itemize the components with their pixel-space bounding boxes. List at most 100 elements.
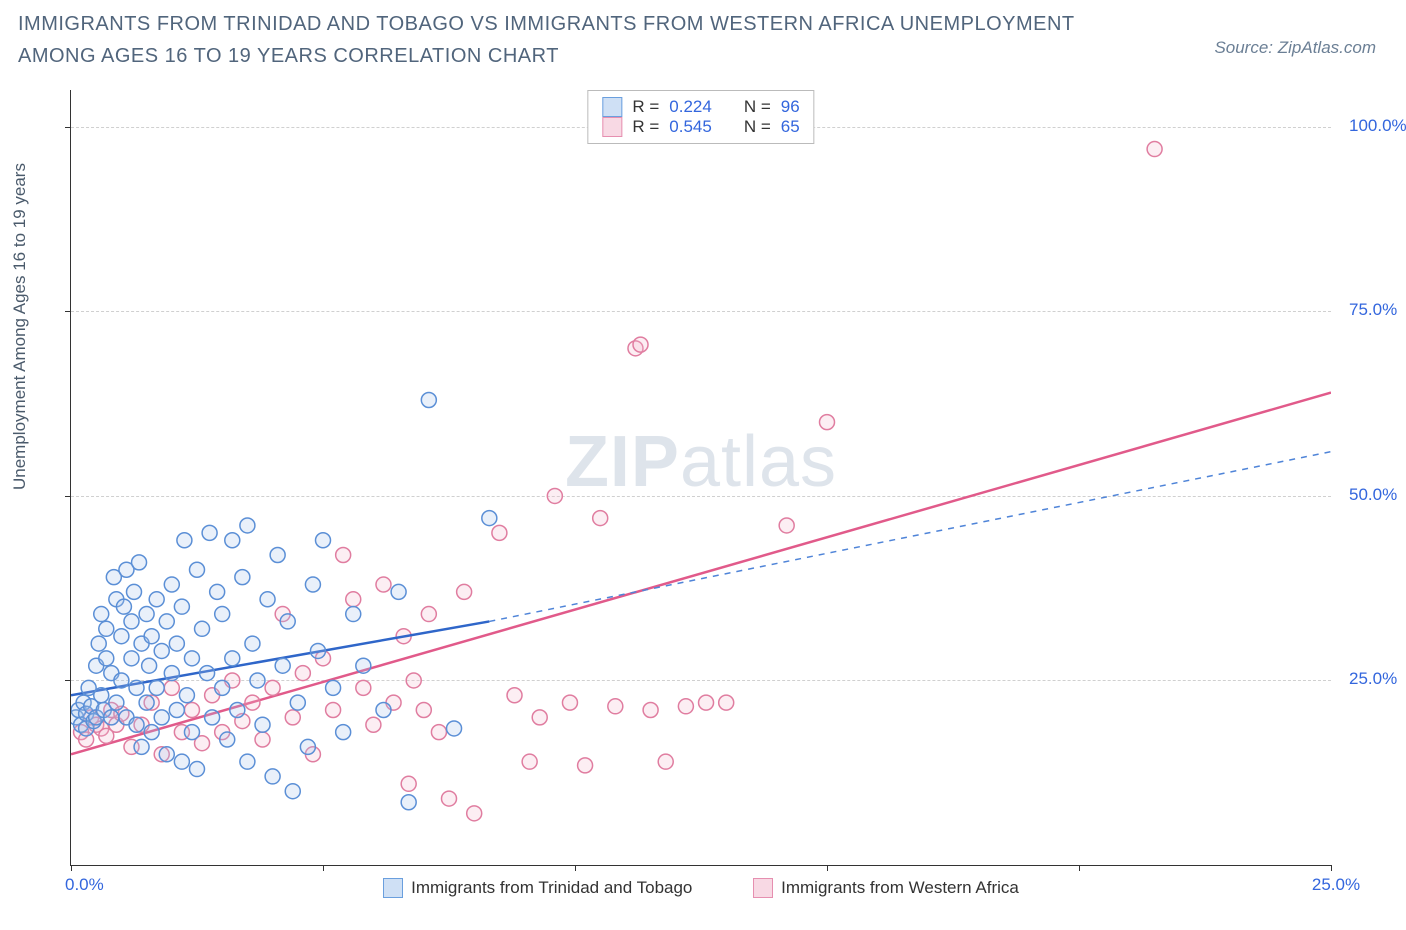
scatter-point — [169, 703, 184, 718]
scatter-point — [643, 703, 658, 718]
scatter-point — [195, 621, 210, 636]
tick-x — [1331, 865, 1332, 871]
scatter-point — [169, 636, 184, 651]
bottom-legend-item-1: Immigrants from Western Africa — [753, 878, 1019, 898]
tick-x — [575, 865, 576, 871]
scatter-point — [336, 548, 351, 563]
scatter-point — [250, 673, 265, 688]
scatter-point — [391, 584, 406, 599]
scatter-point — [633, 337, 648, 352]
scatter-point — [547, 488, 562, 503]
scatter-point — [139, 607, 154, 622]
scatter-point — [442, 791, 457, 806]
scatter-point — [431, 725, 446, 740]
scatter-point — [416, 703, 431, 718]
scatter-point — [593, 511, 608, 526]
scatter-point — [421, 393, 436, 408]
legend-stats-box: R = 0.224 N = 96 R = 0.545 N = 65 — [587, 90, 814, 144]
scatter-point — [132, 555, 147, 570]
scatter-point — [202, 525, 217, 540]
scatter-point — [154, 643, 169, 658]
scatter-point — [184, 703, 199, 718]
scatter-point — [310, 643, 325, 658]
scatter-point — [235, 570, 250, 585]
scatter-point — [265, 769, 280, 784]
scatter-point — [225, 651, 240, 666]
scatter-point — [401, 776, 416, 791]
scatter-point — [265, 680, 280, 695]
tick-x — [323, 865, 324, 871]
scatter-point — [190, 562, 205, 577]
scatter-point — [356, 658, 371, 673]
scatter-point — [401, 795, 416, 810]
scatter-point — [200, 666, 215, 681]
scatter-point — [376, 703, 391, 718]
scatter-point — [99, 651, 114, 666]
scatter-point — [285, 784, 300, 799]
scatter-point — [154, 710, 169, 725]
chart-container: Unemployment Among Ages 16 to 19 years Z… — [18, 90, 1388, 920]
bottom-legend-item-0: Immigrants from Trinidad and Tobago — [383, 878, 692, 898]
scatter-point — [225, 533, 240, 548]
scatter-point — [719, 695, 734, 710]
scatter-point — [326, 703, 341, 718]
scatter-point — [174, 754, 189, 769]
scatter-point — [255, 732, 270, 747]
legend-stats-row-1: R = 0.545 N = 65 — [602, 117, 799, 137]
scatter-point — [159, 747, 174, 762]
scatter-point — [240, 518, 255, 533]
scatter-point — [699, 695, 714, 710]
scatter-point — [316, 533, 331, 548]
scatter-point — [129, 680, 144, 695]
scatter-point — [820, 415, 835, 430]
scatter-point — [230, 703, 245, 718]
scatter-point — [184, 725, 199, 740]
scatter-point — [127, 584, 142, 599]
chart-title: IMMIGRANTS FROM TRINIDAD AND TOBAGO VS I… — [18, 8, 1098, 72]
scatter-point — [285, 710, 300, 725]
scatter-point — [164, 666, 179, 681]
scatter-point — [149, 592, 164, 607]
scatter-point — [215, 607, 230, 622]
scatter-point — [658, 754, 673, 769]
trend-line — [489, 452, 1331, 622]
legend-r-value-1: 0.545 — [669, 117, 712, 137]
y-tick-label: 100.0% — [1349, 116, 1406, 136]
source-attribution: Source: ZipAtlas.com — [1214, 38, 1376, 58]
scatter-point — [142, 658, 157, 673]
legend-swatch-1 — [602, 117, 622, 137]
scatter-point — [245, 636, 260, 651]
x-tick-label: 25.0% — [1301, 875, 1371, 895]
scatter-point — [94, 607, 109, 622]
scatter-point — [608, 699, 623, 714]
scatter-point — [260, 592, 275, 607]
scatter-point — [406, 673, 421, 688]
scatter-point — [376, 577, 391, 592]
scatter-point — [305, 577, 320, 592]
scatter-point — [124, 614, 139, 629]
scatter-point — [275, 658, 290, 673]
bottom-legend-swatch-1 — [753, 878, 773, 898]
legend-r-value-0: 0.224 — [669, 97, 712, 117]
scatter-point — [215, 680, 230, 695]
legend-swatch-0 — [602, 97, 622, 117]
tick-x — [827, 865, 828, 871]
legend-r-label: R = — [632, 97, 659, 117]
scatter-point — [779, 518, 794, 533]
scatter-point — [129, 717, 144, 732]
scatter-point — [205, 710, 220, 725]
scatter-point — [144, 725, 159, 740]
scatter-point — [220, 732, 235, 747]
scatter-point — [346, 607, 361, 622]
scatter-point — [91, 636, 106, 651]
scatter-point — [522, 754, 537, 769]
scatter-point — [578, 758, 593, 773]
legend-n-value-0: 96 — [781, 97, 800, 117]
scatter-point — [184, 651, 199, 666]
scatter-point — [467, 806, 482, 821]
scatter-point — [144, 629, 159, 644]
scatter-point — [139, 695, 154, 710]
scatter-point — [447, 721, 462, 736]
legend-r-label: R = — [632, 117, 659, 137]
scatter-point — [457, 584, 472, 599]
